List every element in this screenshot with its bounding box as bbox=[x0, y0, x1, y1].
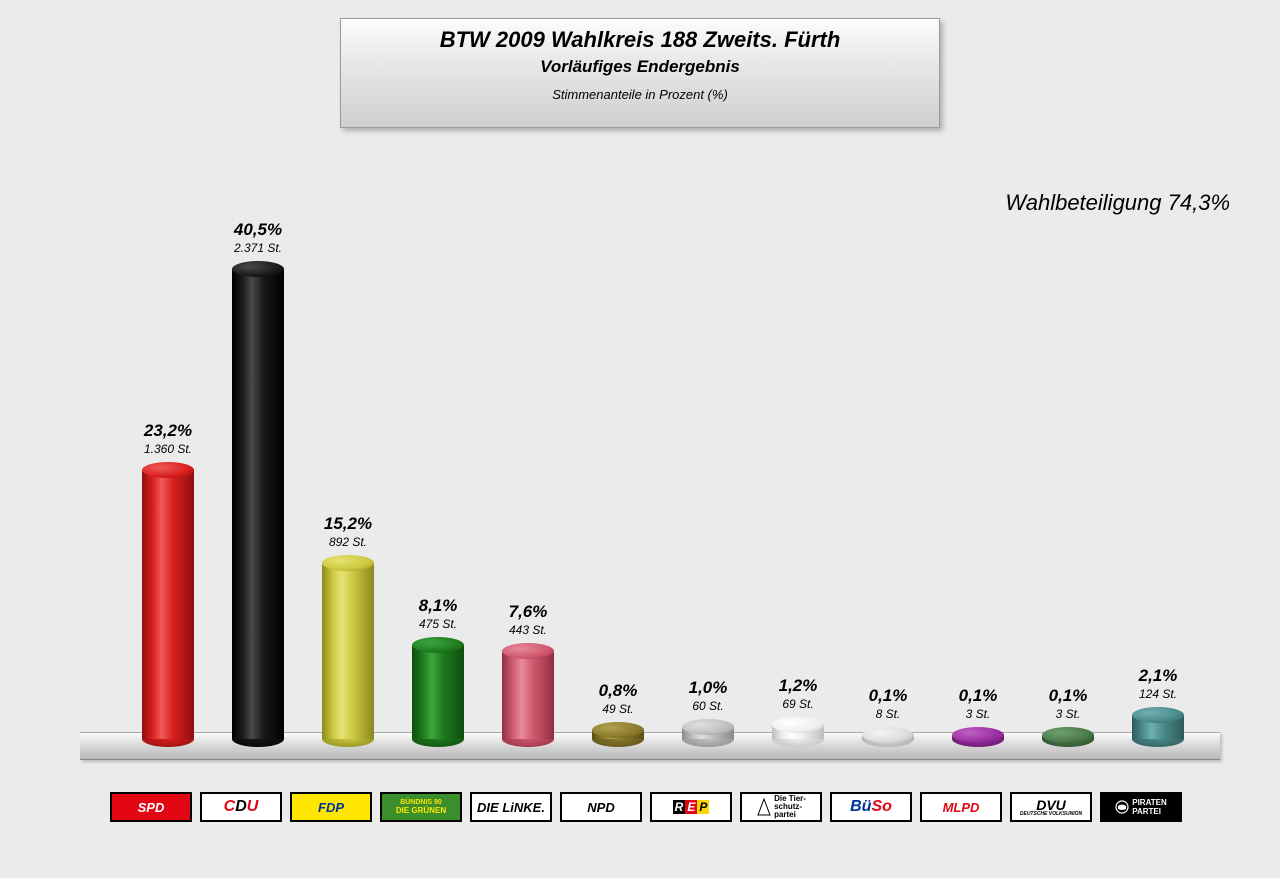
chart-area: 23,2%1.360 St. 40,5%2.371 St. 15,2%892 St.… bbox=[80, 200, 1220, 760]
bar-label: 0,1%3 St. bbox=[1018, 686, 1118, 721]
bar-label: 40,5%2.371 St. bbox=[208, 220, 308, 255]
bar-percent: 15,2% bbox=[298, 514, 398, 534]
bar-cap bbox=[952, 727, 1004, 743]
bar-cdu: 40,5%2.371 St. bbox=[232, 261, 284, 747]
legend-fdp: FDP bbox=[290, 792, 372, 822]
bar-percent: 2,1% bbox=[1108, 666, 1208, 686]
legend-dvu: DVUDEUTSCHE VOLKSUNION bbox=[1010, 792, 1092, 822]
bar-cap bbox=[412, 637, 464, 653]
bar-rep: 1,0%60 St. bbox=[682, 719, 734, 747]
bar-body bbox=[412, 645, 464, 739]
title-box: BTW 2009 Wahlkreis 188 Zweits. Fürth Vor… bbox=[340, 18, 940, 128]
bar-cap bbox=[862, 727, 914, 743]
bar-votes: 69 St. bbox=[748, 697, 848, 711]
bar-percent: 0,1% bbox=[838, 686, 938, 706]
bar-label: 15,2%892 St. bbox=[298, 514, 398, 549]
bar-npd: 0,8%49 St. bbox=[592, 722, 644, 747]
bar-body bbox=[322, 563, 374, 739]
bar-cap bbox=[232, 261, 284, 277]
bar-linke: 7,6%443 St. bbox=[502, 643, 554, 747]
bar-label: 1,0%60 St. bbox=[658, 678, 758, 713]
bar-votes: 124 St. bbox=[1108, 687, 1208, 701]
bar-votes: 3 St. bbox=[928, 707, 1028, 721]
legend-cdu: CDU bbox=[200, 792, 282, 822]
legend-spd: SPD bbox=[110, 792, 192, 822]
legend-gruene: BÜNDNIS 90DIE GRÜNEN bbox=[380, 792, 462, 822]
bar-spd: 23,2%1.360 St. bbox=[142, 462, 194, 747]
bar-votes: 3 St. bbox=[1018, 707, 1118, 721]
bar-cap bbox=[1042, 727, 1094, 743]
bar-cap bbox=[772, 717, 824, 733]
legend-piraten: PIRATENPARTEI bbox=[1100, 792, 1182, 822]
bar-votes: 60 St. bbox=[658, 699, 758, 713]
title-sub: Vorläufiges Endergebnis bbox=[341, 57, 939, 77]
bar-label: 7,6%443 St. bbox=[478, 602, 578, 637]
bar-percent: 0,8% bbox=[568, 681, 668, 701]
bar-votes: 443 St. bbox=[478, 623, 578, 637]
legend-row: SPD CDU FDP BÜNDNIS 90DIE GRÜNEN DIE LiNKE. N… bbox=[110, 792, 1182, 822]
legend-npd: NPD bbox=[560, 792, 642, 822]
bar-cap bbox=[322, 555, 374, 571]
bar-percent: 1,2% bbox=[748, 676, 848, 696]
bar-percent: 0,1% bbox=[1018, 686, 1118, 706]
bar-label: 0,1%3 St. bbox=[928, 686, 1028, 721]
bar-fdp: 15,2%892 St. bbox=[322, 555, 374, 747]
bar-piraten: 2,1%124 St. bbox=[1132, 707, 1184, 747]
legend-mlpd: MLPD bbox=[920, 792, 1002, 822]
bar-cap bbox=[142, 462, 194, 478]
title-note: Stimmenanteile in Prozent (%) bbox=[341, 87, 939, 102]
bar-label: 0,1%8 St. bbox=[838, 686, 938, 721]
bar-percent: 1,0% bbox=[658, 678, 758, 698]
bar-label: 8,1%475 St. bbox=[388, 596, 488, 631]
title-main: BTW 2009 Wahlkreis 188 Zweits. Fürth bbox=[341, 27, 939, 53]
bar-votes: 892 St. bbox=[298, 535, 398, 549]
bar-percent: 0,1% bbox=[928, 686, 1028, 706]
bar-body bbox=[232, 269, 284, 739]
bar-votes: 2.371 St. bbox=[208, 241, 308, 255]
bar-label: 0,8%49 St. bbox=[568, 681, 668, 716]
bar-dvu: 0,1%3 St. bbox=[1042, 727, 1094, 747]
bar-tierschutz: 1,2%69 St. bbox=[772, 717, 824, 747]
legend-linke: DIE LiNKE. bbox=[470, 792, 552, 822]
bar-percent: 7,6% bbox=[478, 602, 578, 622]
legend-bueso: BüSo bbox=[830, 792, 912, 822]
bar-label: 23,2%1.360 St. bbox=[118, 421, 218, 456]
bar-votes: 1.360 St. bbox=[118, 442, 218, 456]
bar-cap bbox=[592, 722, 644, 738]
legend-rep: REP bbox=[650, 792, 732, 822]
bar-votes: 49 St. bbox=[568, 702, 668, 716]
bar-percent: 40,5% bbox=[208, 220, 308, 240]
bar-label: 2,1%124 St. bbox=[1108, 666, 1208, 701]
bar-bueso: 0,1%8 St. bbox=[862, 727, 914, 747]
bar-gruene: 8,1%475 St. bbox=[412, 637, 464, 747]
bar-body bbox=[502, 651, 554, 739]
bar-percent: 8,1% bbox=[388, 596, 488, 616]
bar-cap bbox=[682, 719, 734, 735]
bar-label: 1,2%69 St. bbox=[748, 676, 848, 711]
bar-mlpd: 0,1%3 St. bbox=[952, 727, 1004, 747]
bar-percent: 23,2% bbox=[118, 421, 218, 441]
bar-votes: 8 St. bbox=[838, 707, 938, 721]
bar-cap bbox=[502, 643, 554, 659]
bar-body bbox=[142, 470, 194, 739]
bar-cap bbox=[1132, 707, 1184, 723]
legend-tierschutz: Die Tier-schutz-partei bbox=[740, 792, 822, 822]
bar-votes: 475 St. bbox=[388, 617, 488, 631]
